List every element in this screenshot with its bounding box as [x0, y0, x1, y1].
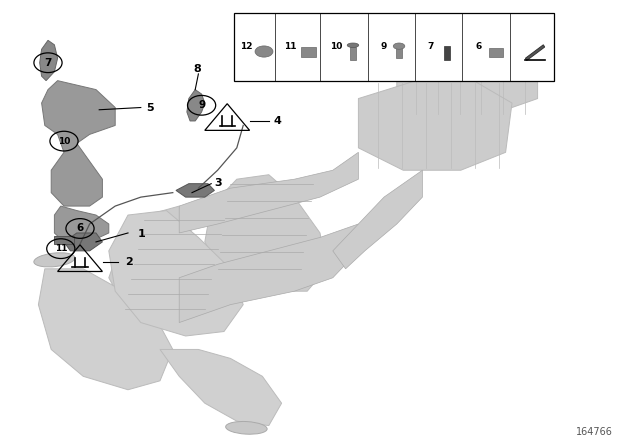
- Polygon shape: [54, 206, 109, 242]
- Polygon shape: [333, 170, 422, 269]
- Text: 7: 7: [44, 58, 52, 68]
- Text: 11: 11: [284, 42, 296, 51]
- Polygon shape: [525, 45, 545, 60]
- Bar: [351, 47, 356, 60]
- Text: 2: 2: [125, 257, 132, 267]
- Text: 5: 5: [146, 103, 154, 112]
- Ellipse shape: [416, 21, 480, 38]
- Bar: [54, 236, 74, 244]
- Bar: [490, 48, 504, 57]
- Ellipse shape: [255, 46, 273, 57]
- Bar: [396, 48, 402, 58]
- Polygon shape: [38, 269, 173, 390]
- Polygon shape: [64, 233, 102, 251]
- Text: 1: 1: [138, 229, 145, 239]
- Text: 6: 6: [476, 42, 481, 51]
- Text: 9: 9: [381, 42, 387, 51]
- Text: 3: 3: [214, 178, 222, 188]
- Polygon shape: [109, 211, 243, 336]
- Text: 6: 6: [76, 224, 84, 233]
- Text: 8: 8: [193, 64, 201, 73]
- Text: 10: 10: [58, 137, 70, 146]
- Polygon shape: [109, 206, 230, 327]
- Ellipse shape: [467, 21, 531, 38]
- Text: 11: 11: [54, 244, 67, 253]
- Polygon shape: [187, 90, 205, 121]
- Text: 7: 7: [428, 42, 434, 51]
- Polygon shape: [179, 224, 358, 323]
- Polygon shape: [42, 81, 115, 206]
- Polygon shape: [397, 36, 538, 116]
- Polygon shape: [40, 40, 58, 81]
- Polygon shape: [160, 349, 282, 426]
- Text: 9: 9: [198, 100, 205, 110]
- Polygon shape: [176, 184, 214, 197]
- Text: 10: 10: [330, 42, 342, 51]
- Bar: [444, 46, 450, 60]
- Ellipse shape: [347, 43, 358, 47]
- Ellipse shape: [34, 253, 75, 267]
- Polygon shape: [205, 175, 326, 291]
- Ellipse shape: [226, 422, 267, 434]
- Bar: [301, 47, 316, 57]
- Ellipse shape: [393, 43, 404, 49]
- Polygon shape: [179, 152, 358, 233]
- Text: 164766: 164766: [576, 427, 613, 437]
- Bar: [234, 13, 554, 81]
- Text: 12: 12: [241, 42, 253, 51]
- Text: 4: 4: [274, 116, 282, 126]
- Polygon shape: [358, 81, 512, 170]
